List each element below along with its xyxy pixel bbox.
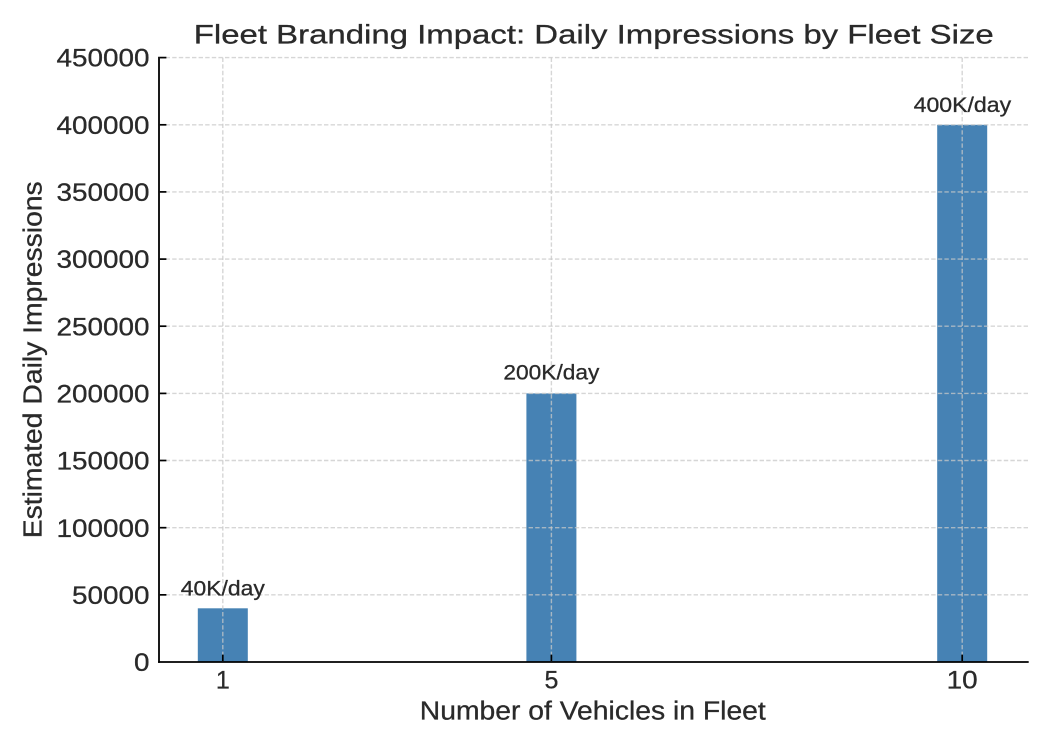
svg-text:40K/day: 40K/day	[181, 578, 266, 601]
svg-text:200000: 200000	[57, 381, 150, 409]
svg-text:400000: 400000	[57, 112, 150, 140]
svg-text:100000: 100000	[57, 515, 150, 543]
svg-text:0: 0	[134, 649, 150, 677]
svg-text:50000: 50000	[72, 582, 150, 610]
svg-text:Number of Vehicles in Fleet: Number of Vehicles in Fleet	[420, 698, 766, 726]
svg-text:1: 1	[216, 667, 230, 695]
svg-text:200K/day: 200K/day	[503, 361, 600, 384]
svg-text:250000: 250000	[57, 313, 150, 341]
svg-text:450000: 450000	[57, 45, 150, 73]
svg-text:150000: 150000	[57, 448, 150, 476]
svg-text:300000: 300000	[57, 246, 150, 274]
svg-text:350000: 350000	[57, 179, 150, 207]
svg-text:400K/day: 400K/day	[914, 94, 1012, 117]
svg-text:Fleet Branding Impact: Daily I: Fleet Branding Impact: Daily Impressions…	[194, 20, 994, 50]
svg-text:Estimated Daily Impressions: Estimated Daily Impressions	[20, 181, 48, 538]
svg-text:5: 5	[544, 667, 558, 695]
svg-text:10: 10	[947, 667, 978, 695]
